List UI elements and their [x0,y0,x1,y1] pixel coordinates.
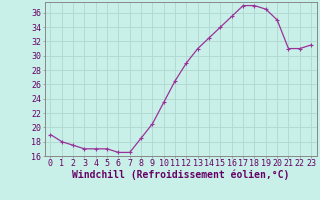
X-axis label: Windchill (Refroidissement éolien,°C): Windchill (Refroidissement éolien,°C) [72,170,290,180]
